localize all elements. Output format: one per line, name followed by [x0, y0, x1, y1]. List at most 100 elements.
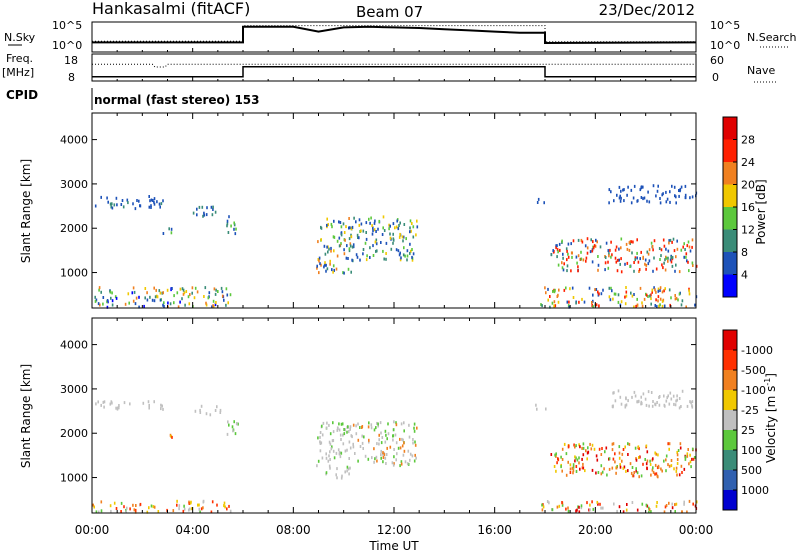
range-cell [355, 220, 357, 224]
range-cell [383, 229, 386, 232]
range-cell [679, 442, 682, 446]
range-cell [183, 504, 185, 508]
range-cell [94, 204, 97, 208]
range-cell [633, 471, 635, 474]
colorbar-tick-label: 25 [741, 424, 755, 437]
velocity-colorbar: 1000 500 100 25 -25 -100 -500 -1000 [722, 329, 773, 511]
range-cell [620, 270, 623, 274]
range-cell [600, 506, 602, 510]
range-cell [591, 468, 594, 472]
range-cell [634, 394, 637, 398]
range-cell [629, 240, 632, 244]
power-colorbar-label: Power [dB] [754, 179, 768, 244]
range-cell [566, 269, 568, 273]
range-cell [640, 250, 642, 254]
range-cell [188, 302, 191, 306]
range-cell [411, 248, 413, 251]
range-cell [664, 258, 666, 262]
range-cell [684, 457, 687, 461]
range-cell [593, 447, 596, 451]
range-cell [683, 502, 685, 506]
range-cell [170, 231, 173, 235]
range-cell [179, 300, 181, 304]
range-cell [548, 501, 550, 505]
range-cell [397, 227, 400, 231]
range-cell [586, 457, 588, 461]
range-cell [622, 510, 625, 514]
range-cell [414, 440, 416, 444]
range-cell [688, 289, 690, 293]
range-cell [650, 241, 653, 245]
nsky-strip: N.Sky 10^5 10^0 10^5 10^0 N.Search [4, 19, 797, 53]
range-cell [646, 504, 649, 508]
range-cell [634, 446, 637, 450]
range-cell [336, 467, 338, 471]
range-cell [380, 241, 382, 244]
range-cell [211, 213, 214, 217]
range-cell [122, 205, 125, 209]
range-cell [563, 262, 565, 266]
range-cell [208, 291, 211, 295]
range-cell [189, 293, 191, 297]
range-cell [659, 201, 662, 205]
x-tick-label: 00:00 [75, 523, 110, 537]
range-cell [409, 251, 411, 255]
range-cell [609, 248, 611, 252]
range-cell [664, 287, 666, 291]
range-cell [685, 255, 687, 259]
range-cell [556, 248, 559, 252]
range-cell [227, 420, 229, 424]
range-cell [98, 286, 101, 290]
range-cell [605, 446, 608, 450]
range-cell [407, 449, 410, 453]
range-cell [411, 222, 413, 225]
range-cell [669, 190, 671, 194]
range-cell [615, 260, 618, 264]
range-cell [335, 267, 338, 271]
range-cell [404, 460, 407, 464]
range-cell [574, 455, 576, 459]
range-cell [608, 286, 611, 290]
range-cell [675, 201, 677, 205]
range-cell [691, 404, 693, 408]
range-cell [604, 450, 606, 454]
range-cell [656, 305, 658, 309]
range-cell [688, 245, 691, 249]
range-cell [351, 258, 353, 262]
range-cell [683, 255, 685, 259]
range-cell [550, 253, 553, 257]
range-cell [597, 290, 599, 294]
range-cell [624, 445, 626, 449]
range-cell [359, 230, 361, 233]
range-cell [409, 230, 411, 234]
range-cell [608, 201, 610, 205]
range-cell [171, 435, 173, 439]
range-cell [667, 249, 670, 253]
range-cell [192, 211, 195, 215]
range-cell [587, 450, 590, 454]
range-cell [99, 303, 101, 307]
range-cell [116, 203, 118, 207]
range-cell [134, 510, 137, 514]
range-cell [406, 249, 409, 253]
range-cell [323, 244, 326, 248]
range-cell [182, 292, 185, 296]
range-cell [336, 254, 339, 258]
range-cell [399, 258, 402, 262]
range-cell [368, 440, 370, 444]
range-cell [103, 400, 106, 404]
range-cell [625, 403, 628, 407]
range-cell [176, 499, 178, 503]
range-cell [648, 510, 650, 514]
range-cell [655, 452, 657, 456]
range-cell [659, 197, 661, 200]
range-cell [393, 448, 395, 451]
range-cell [361, 441, 364, 445]
range-cell [188, 508, 190, 512]
range-cell [664, 404, 666, 408]
range-cell [401, 235, 404, 239]
range-cell [364, 241, 367, 245]
beam-title: Beam 07 [356, 3, 423, 21]
range-cell [578, 461, 580, 465]
